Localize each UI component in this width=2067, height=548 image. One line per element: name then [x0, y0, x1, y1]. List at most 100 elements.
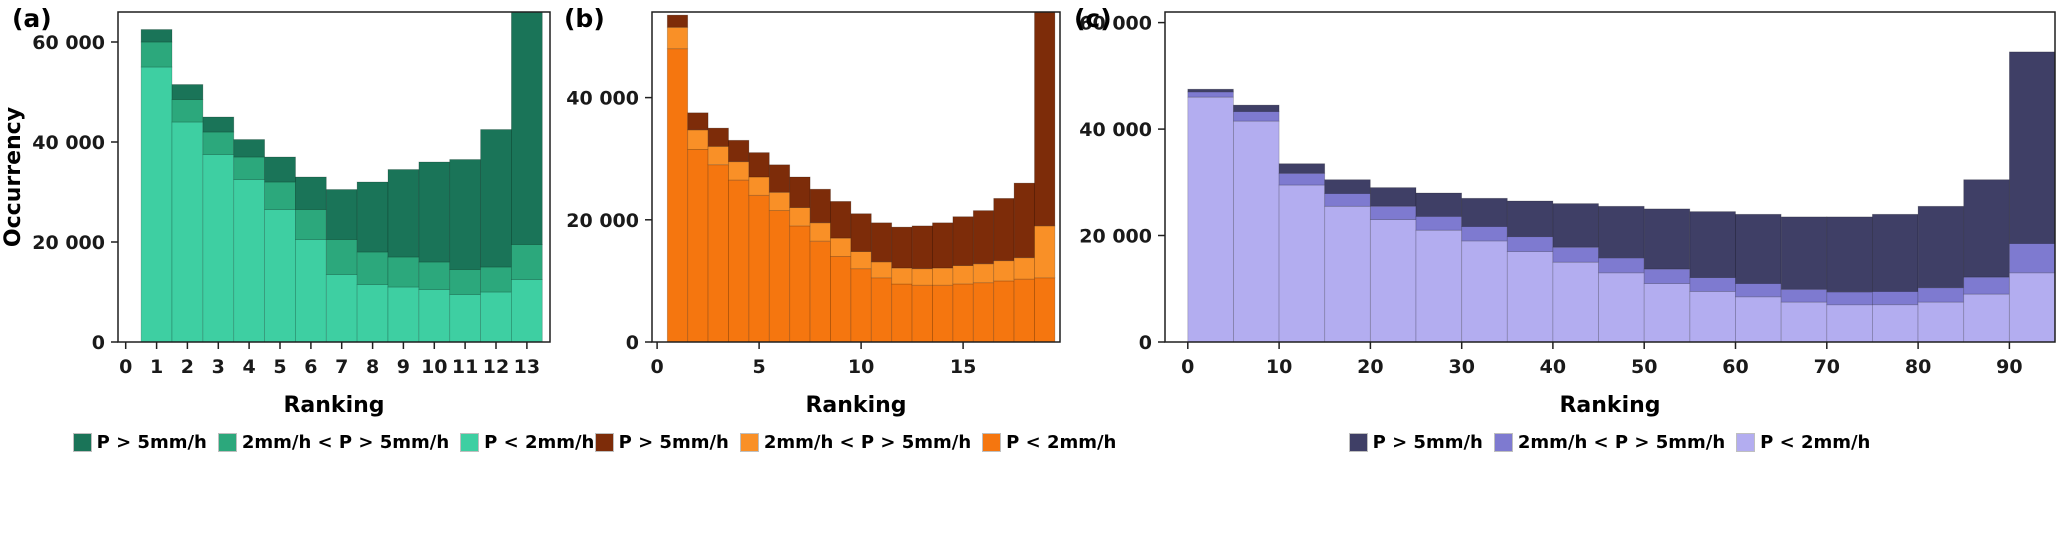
legend-swatch: [739, 433, 759, 452]
bar-segment: [140, 66, 173, 342]
x-axis-title: Ranking: [1559, 393, 1660, 418]
bar-segment: [171, 99, 204, 123]
x-tick-label: 60: [1722, 356, 1748, 378]
y-axis-title: Occurrency: [1, 107, 26, 247]
legend-c: P > 5mm/h 2mm/h < P > 5mm/h P < 2mm/h: [1165, 432, 2055, 453]
bars-group: [1187, 51, 2055, 342]
bar-segment: [932, 267, 954, 286]
bar-segment: [1826, 291, 1873, 306]
panel-c-label: (c): [1074, 4, 1112, 33]
bar-segment: [707, 164, 729, 342]
chart-c: 0 10 20 30 40 50 60 70 80 90 0 20 000 40 000 60 000 Ra…: [1079, 11, 2056, 418]
x-tick-label: 1: [150, 356, 163, 378]
legend-label: P > 5mm/h: [618, 432, 729, 453]
bar-segment: [1506, 236, 1554, 252]
x-tick-label: 3: [212, 356, 225, 378]
legend-label: 2mm/h < P > 5mm/h: [763, 432, 972, 453]
x-tick-label: 15: [950, 356, 976, 378]
panel-c: (c) 0 10 20 30 40 50 60 70 80 90 0 20 000 40 000 60 0…: [1070, 0, 2067, 548]
bar-segment: [891, 283, 913, 342]
x-tick-label: 7: [335, 356, 348, 378]
bar-segment: [387, 286, 420, 342]
bar-segment: [1034, 277, 1056, 342]
bar-segment: [2009, 243, 2055, 274]
bar-segment: [418, 289, 451, 342]
x-tick-label: 12: [483, 356, 509, 378]
legend-item: P > 5mm/h: [1348, 432, 1483, 453]
legend-b: P > 5mm/h 2mm/h < P > 5mm/h P < 2mm/h: [594, 432, 1116, 453]
bar-segment: [171, 121, 204, 342]
bar-segment: [1013, 257, 1035, 280]
bar-segment: [1461, 197, 1508, 227]
bar-segment: [891, 226, 913, 269]
bar-segment: [993, 260, 1015, 282]
bar-segment: [1461, 240, 1508, 342]
plot-border: [1164, 11, 2056, 343]
y-tick-label: 0: [92, 332, 105, 354]
bar-segment: [510, 12, 543, 245]
legend-swatch: [217, 433, 237, 452]
x-tick-label: 40: [1540, 356, 1566, 378]
bar-segment: [294, 209, 327, 240]
bar-segment: [952, 265, 974, 285]
bar-segment: [1917, 301, 1965, 342]
bar-segment: [952, 283, 974, 342]
x-tick-label: 80: [1905, 356, 1931, 378]
bar-segment: [707, 145, 729, 166]
legend-item: P > 5mm/h: [594, 432, 729, 453]
x-tick-label: 10: [421, 356, 447, 378]
bar-segment: [809, 222, 831, 242]
bar-segment: [830, 237, 852, 257]
bar-segment: [1689, 211, 1736, 279]
bar-segment: [233, 139, 265, 158]
bar-segment: [932, 222, 954, 269]
bar-segment: [1643, 283, 1691, 342]
bar-segment: [728, 139, 750, 163]
bar-segment: [1963, 179, 2010, 278]
bar-segment: [1598, 272, 1645, 342]
legend-swatch: [982, 433, 1002, 452]
bar-segment: [972, 263, 995, 284]
bar-segment: [972, 210, 995, 265]
bar-segment: [707, 127, 729, 147]
bar-segment: [418, 261, 451, 290]
bar-segment: [140, 41, 173, 68]
bar-segment: [870, 261, 893, 279]
bar-segment: [1415, 215, 1462, 231]
bar-segment: [1689, 277, 1736, 292]
bar-segment: [418, 161, 451, 263]
panel-a-label: (a): [12, 4, 52, 33]
bar-segment: [850, 213, 872, 252]
bar-segment: [768, 210, 791, 342]
bar-segment: [1506, 200, 1554, 238]
y-tick-label: 20 000: [32, 232, 105, 254]
bar-segment: [687, 149, 709, 342]
bar-segment: [1013, 182, 1035, 259]
legend-item: 2mm/h < P > 5mm/h: [217, 432, 449, 453]
bar-segment: [1369, 219, 1417, 342]
legend-swatch: [1348, 433, 1368, 452]
bar-segment: [264, 156, 296, 183]
plot-border: [117, 11, 551, 343]
bar-segment: [202, 131, 235, 155]
bar-segment: [1872, 304, 1919, 342]
legend-label: P > 5mm/h: [96, 432, 207, 453]
x-tick-label: 90: [1996, 356, 2022, 378]
bar-segment: [1233, 120, 1280, 342]
x-tick-label: 11: [452, 356, 478, 378]
bar-segment: [1233, 104, 1280, 112]
legend-swatch: [1493, 433, 1513, 452]
legend-a: P > 5mm/h 2mm/h < P > 5mm/h P < 2mm/h: [72, 432, 594, 453]
x-tick-label: 70: [1814, 356, 1840, 378]
bar-segment: [728, 179, 750, 342]
x-tick-label: 30: [1448, 356, 1474, 378]
chart-b: 0 5 10 15 0 20 000 40 000 Ranking: [566, 11, 1061, 418]
bar-segment: [932, 284, 954, 342]
bar-segment: [789, 207, 811, 227]
plot-border: [651, 11, 1061, 343]
bar-segment: [789, 225, 811, 342]
bar-segment: [480, 129, 512, 268]
bar-segment: [952, 216, 974, 266]
bar-segment: [264, 181, 296, 210]
bar-segment: [666, 26, 689, 50]
